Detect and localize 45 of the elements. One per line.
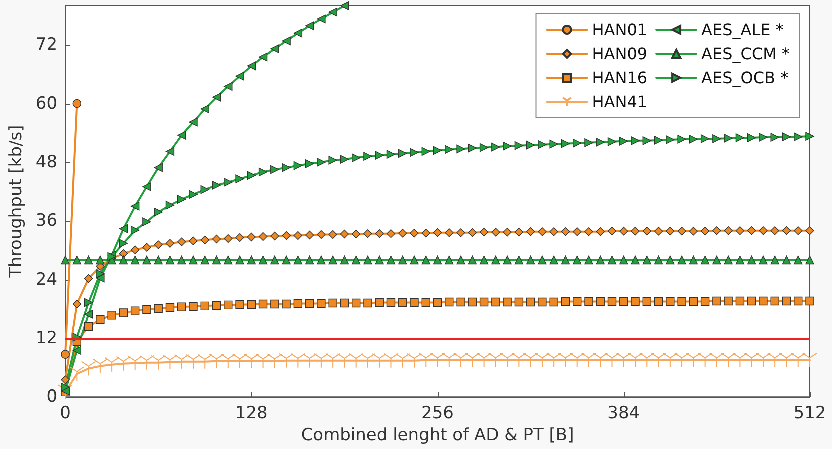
point	[340, 2, 350, 10]
point	[224, 82, 233, 92]
point	[166, 147, 175, 156]
point	[294, 29, 303, 38]
x-tick-label: 384	[608, 404, 640, 424]
y-tick-label: 12	[36, 328, 58, 348]
point	[258, 52, 268, 62]
x-axis-title: Combined lenght of AD & PT [B]	[301, 426, 574, 446]
point	[142, 182, 152, 192]
legend-label: HAN01	[592, 20, 648, 40]
point	[282, 36, 291, 46]
legend-label: AES_CCM *	[702, 44, 790, 64]
point	[305, 22, 314, 30]
x-tick-label: 512	[794, 404, 826, 424]
legend-label: AES_OCB *	[702, 68, 789, 88]
point	[119, 224, 128, 234]
y-tick-label: 0	[46, 387, 58, 408]
point	[72, 346, 82, 356]
point	[84, 310, 94, 319]
point	[247, 62, 256, 70]
legend-label: AES_ALE *	[702, 20, 784, 40]
point	[270, 44, 280, 54]
x-tick-label: 0	[60, 404, 71, 424]
y-tick-label: 72	[36, 35, 58, 56]
point	[154, 163, 163, 172]
point	[61, 350, 70, 359]
y-tick-label: 24	[36, 270, 58, 290]
point	[317, 14, 326, 24]
point	[130, 202, 140, 211]
point	[189, 118, 198, 127]
point	[236, 72, 244, 81]
y-tick-label: 36	[36, 211, 58, 232]
legend-label: HAN09	[592, 44, 648, 64]
point	[212, 93, 222, 102]
point	[328, 8, 338, 17]
y-axis-title: Throughput [kb/s]	[6, 125, 26, 279]
x-tick-label: 256	[422, 404, 454, 424]
y-tick-label: 60	[36, 94, 58, 114]
point	[72, 99, 82, 108]
point	[200, 104, 210, 114]
legend-label: HAN41	[592, 92, 648, 112]
y-tick-label: 48	[36, 152, 58, 172]
legend-label: HAN16	[592, 68, 648, 88]
point	[178, 131, 186, 140]
x-tick-label: 128	[235, 404, 268, 424]
